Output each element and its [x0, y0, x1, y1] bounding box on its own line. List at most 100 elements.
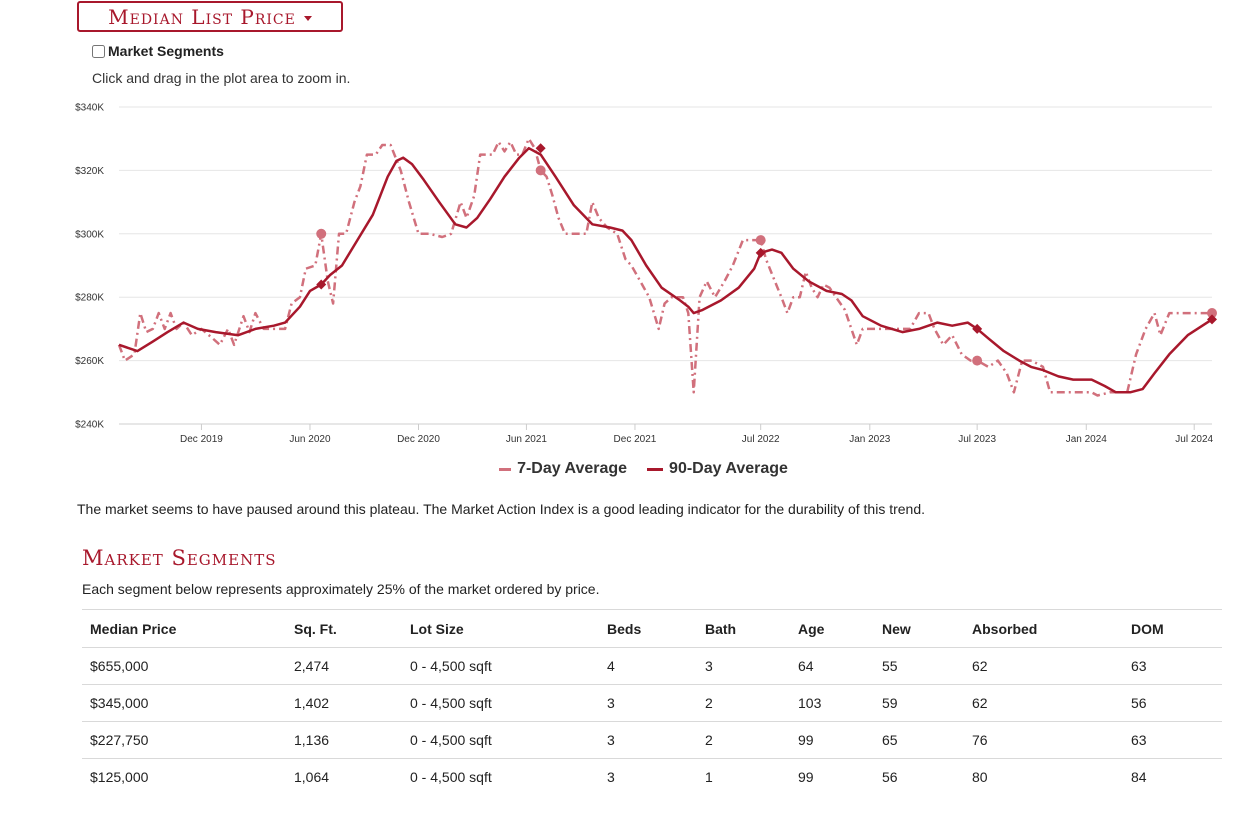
x-tick-label: Dec 2020: [397, 434, 440, 445]
chart-series: [117, 137, 1213, 397]
column-header: Sq. Ft.: [286, 609, 402, 648]
x-tick-label: Jun 2020: [289, 434, 331, 445]
table-cell: 63: [1123, 721, 1222, 759]
series-point-7day: [535, 165, 546, 176]
table-cell: 2: [697, 721, 790, 759]
series-line-90day: [118, 146, 1213, 394]
chart-grid: [119, 106, 1212, 425]
legend-swatch-7day: [499, 467, 512, 471]
series-point-90day: [1207, 314, 1217, 325]
legend-swatch-90day: [647, 467, 664, 471]
table-cell: 2,474: [286, 647, 402, 685]
column-header: Beds: [599, 609, 697, 648]
market-segments-table: Median Price Sq. Ft. Lot Size Beds Bath …: [82, 609, 1222, 795]
legend-item-7day[interactable]: 7-Day Average: [499, 460, 627, 478]
table-cell: 65: [874, 721, 964, 759]
market-segments-toggle[interactable]: Market Segments: [92, 43, 224, 59]
table-cell: 63: [1123, 647, 1222, 685]
y-tick-label: $280K: [75, 293, 104, 304]
table-cell: 62: [964, 684, 1123, 722]
column-header: DOM: [1123, 609, 1222, 648]
table-cell: 0 - 4,500 sqft: [402, 721, 599, 759]
metric-dropdown-label: Median List Price: [108, 4, 296, 29]
y-tick-label: $260K: [75, 356, 104, 367]
table-cell: 56: [1123, 684, 1222, 722]
x-tick-label: Dec 2019: [180, 434, 223, 445]
segments-section-description: Each segment below represents approximat…: [82, 581, 600, 597]
table-cell: 3: [599, 721, 697, 759]
column-header: Median Price: [82, 609, 286, 648]
x-tick-label: Jan 2023: [849, 434, 891, 445]
table-cell: $125,000: [90, 769, 149, 785]
segments-section-title: Market Segments: [82, 546, 277, 570]
table-header-row: Median Price Sq. Ft. Lot Size Beds Bath …: [82, 609, 1222, 648]
table-cell: 56: [882, 769, 898, 785]
column-header: New: [874, 609, 964, 648]
market-segments-checkbox-label: Market Segments: [108, 43, 224, 59]
table-cell: 55: [874, 647, 964, 685]
table-cell: 76: [964, 721, 1123, 759]
table-cell: 1,064: [294, 769, 330, 785]
table-cell: 3: [697, 647, 790, 685]
chart-axes: $240K $260K $280K $300K $320K $340K Dec 2019 Ju…: [75, 103, 1213, 446]
series-point-90day: [972, 323, 983, 334]
table-row: $125,000 1,064 0 - 4,500 sqft 3 1 99 56 …: [82, 759, 1222, 796]
series-point-7day: [1207, 308, 1217, 319]
series-point-90day: [316, 279, 327, 290]
legend-label-7day: 7-Day Average: [517, 460, 628, 477]
table-cell: 99: [790, 721, 874, 759]
y-tick-label: $340K: [75, 103, 104, 114]
table-cell: 1,136: [286, 721, 402, 759]
table-row: $655,000 2,474 0 - 4,500 sqft 4 3 64 55 …: [82, 647, 1222, 685]
table-cell: $345,000: [82, 684, 286, 722]
table-cell: $655,000: [82, 647, 286, 685]
series-point-7day: [755, 235, 766, 246]
table-cell: 0 - 4,500 sqft: [402, 647, 599, 685]
table-cell: 3: [607, 769, 615, 785]
column-header: Lot Size: [402, 609, 599, 648]
table-cell: 4: [599, 647, 697, 685]
table-cell: 3: [599, 684, 697, 722]
x-tick-label: Jul 2023: [958, 434, 996, 445]
column-header: Absorbed: [964, 609, 1123, 648]
table-cell: 80: [972, 769, 988, 785]
legend-label-90day: 90-Day Average: [669, 460, 788, 477]
metric-dropdown-button[interactable]: Median List Price: [77, 1, 343, 32]
price-chart[interactable]: $240K $260K $280K $300K $320K $340K Dec 2019 Ju…: [0, 95, 1247, 455]
series-point-7day: [316, 228, 327, 239]
table-cell: 103: [790, 684, 874, 722]
chart-legend: 7-Day Average 90-Day Average: [0, 460, 1247, 478]
column-header: Age: [790, 609, 874, 648]
zoom-hint: Click and drag in the plot area to zoom …: [92, 70, 351, 86]
market-insight-text: The market seems to have paused around t…: [77, 501, 926, 517]
chevron-down-icon: [303, 15, 312, 21]
column-header: Bath: [697, 609, 790, 648]
table-cell: 99: [798, 769, 814, 785]
x-tick-label: Jun 2021: [506, 434, 548, 445]
table-row: $345,000 1,402 0 - 4,500 sqft 3 2 103 59…: [82, 684, 1222, 722]
table-cell: 84: [1131, 769, 1147, 785]
x-tick-label: Jul 2024: [1175, 434, 1213, 445]
series-line-7day: [117, 137, 1212, 397]
table-cell: 59: [874, 684, 964, 722]
series-point-90day: [535, 143, 546, 154]
y-tick-label: $320K: [75, 166, 104, 177]
table-cell: 62: [964, 647, 1123, 685]
x-tick-label: Jul 2022: [742, 434, 780, 445]
table-cell: 1,402: [286, 684, 402, 722]
table-cell: 0 - 4,500 sqft: [402, 684, 599, 722]
table-cell: 1: [705, 769, 713, 785]
legend-item-90day[interactable]: 90-Day Average: [647, 460, 788, 478]
table-cell: $227,750: [82, 721, 286, 759]
y-tick-label: $240K: [75, 420, 104, 431]
market-segments-checkbox[interactable]: [92, 44, 105, 58]
y-tick-label: $300K: [75, 229, 104, 240]
series-point-90day: [755, 247, 766, 258]
table-cell: 0 - 4,500 sqft: [410, 769, 492, 785]
x-tick-label: Jan 2024: [1066, 434, 1108, 445]
table-cell: 2: [697, 684, 790, 722]
series-point-7day: [972, 355, 983, 366]
table-row: $227,750 1,136 0 - 4,500 sqft 3 2 99 65 …: [82, 721, 1222, 759]
x-tick-label: Dec 2021: [614, 434, 657, 445]
chart-markers: [316, 143, 1217, 366]
